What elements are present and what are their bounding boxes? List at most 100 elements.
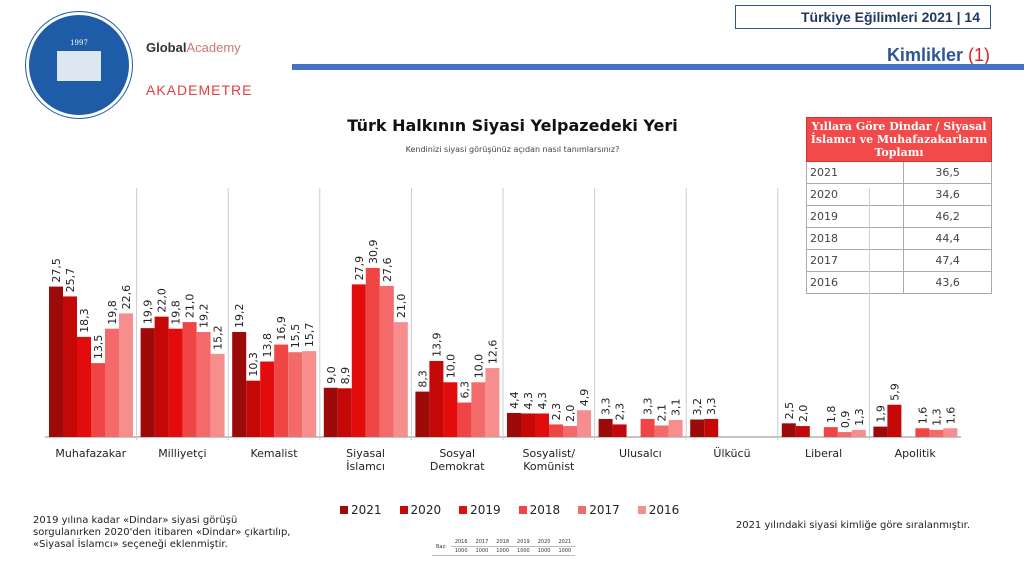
legend-item: 2016 xyxy=(637,503,679,517)
base-year: 2019 xyxy=(513,538,534,547)
bar-2019 xyxy=(443,382,458,437)
akademetre-logo: AKADEMETRE xyxy=(146,82,253,98)
bar-2016 xyxy=(943,428,958,437)
data-label: 15,2 xyxy=(212,325,225,350)
legend-item: 2019 xyxy=(459,503,501,517)
data-label: 18,3 xyxy=(78,308,91,333)
category-label: Muhafazakar xyxy=(55,447,126,460)
category-label: Sosyal xyxy=(439,447,475,460)
summary-year: 2016 xyxy=(805,271,905,294)
footnote-left: 2019 yılına kadar «Dindar» siyasi görüşü… xyxy=(33,515,291,550)
data-label: 8,9 xyxy=(339,367,352,385)
data-label: 30,9 xyxy=(367,239,380,264)
data-label: 10,3 xyxy=(247,352,260,377)
base-label: Baz: xyxy=(432,538,451,556)
bar-2019 xyxy=(351,284,366,437)
data-label: 2,0 xyxy=(564,405,577,423)
bar-2020 xyxy=(337,388,352,437)
base-value: 1000 xyxy=(554,546,576,556)
bar-2017 xyxy=(196,331,211,437)
bar-2021 xyxy=(690,419,705,437)
base-year: 2018 xyxy=(492,538,514,547)
bar-2017 xyxy=(379,286,394,437)
base-value: 1000 xyxy=(513,546,534,556)
bar-2020 xyxy=(429,360,444,437)
legend-item: 2020 xyxy=(399,503,441,517)
data-label: 21,0 xyxy=(184,294,197,319)
section-label: Kimlikler xyxy=(886,45,963,65)
data-label: 1,6 xyxy=(944,407,957,425)
data-label: 19,8 xyxy=(106,300,119,325)
footnote-right: 2021 yılındaki siyasi kimliğe göre sıral… xyxy=(735,520,970,531)
summary-row: 2016 43,6 xyxy=(805,271,992,294)
base-year: 2016 xyxy=(450,538,472,547)
data-label: 8,3 xyxy=(416,370,429,388)
data-label: 1,3 xyxy=(853,408,866,426)
data-label: 22,0 xyxy=(156,288,169,313)
summary-year: 2018 xyxy=(805,227,905,250)
chart-title: Türk Halkının Siyasi Yelpazedeki Yeri xyxy=(347,116,678,135)
legend-label: 2017 xyxy=(589,503,620,517)
bar-2018 xyxy=(823,427,838,437)
data-label: 6,3 xyxy=(458,381,471,399)
bar-2018 xyxy=(549,424,563,437)
bar-2020 xyxy=(887,404,902,437)
summary-row: 2019 46,2 xyxy=(805,205,992,228)
data-label: 13,5 xyxy=(92,335,105,360)
category-label: Liberal xyxy=(805,447,842,460)
bar-2016 xyxy=(577,410,591,437)
category-label: İslamcı xyxy=(346,460,385,473)
data-label: 3,3 xyxy=(705,397,718,415)
category-label: Kemalist xyxy=(250,447,298,460)
legend-swatch xyxy=(459,506,468,514)
category-label: Komünist xyxy=(523,460,575,473)
bar-2017 xyxy=(471,382,486,437)
data-label: 1,8 xyxy=(825,406,838,424)
data-label: 27,6 xyxy=(381,258,394,283)
summary-row: 2021 36,5 xyxy=(805,161,992,184)
data-label: 2,1 xyxy=(656,404,669,422)
bar-2019 xyxy=(168,328,183,437)
data-label: 15,7 xyxy=(303,323,316,348)
bar-2021 xyxy=(140,328,155,437)
data-label: 13,8 xyxy=(261,333,274,358)
legend-swatch xyxy=(399,506,408,514)
summary-value: 34,6 xyxy=(903,183,992,206)
base-year: 2017 xyxy=(471,538,493,547)
data-label: 2,3 xyxy=(614,403,627,421)
data-label: 19,2 xyxy=(233,303,246,328)
data-label: 19,9 xyxy=(142,300,155,325)
legend: 2021 2020 2019 2018 2017 2016 xyxy=(340,503,679,517)
base-value: 1000 xyxy=(471,546,493,556)
data-label: 3,3 xyxy=(600,397,613,415)
chart-subtitle: Kendinizi siyasi görüşünüz açıdan nasıl … xyxy=(405,145,620,154)
bar-2021 xyxy=(781,423,796,437)
legend-label: 2019 xyxy=(470,503,501,517)
data-label: 19,2 xyxy=(198,303,211,328)
data-label: 9,0 xyxy=(325,366,338,384)
summary-table: Yıllara Göre Dindar / Siyasal İslamcı ve… xyxy=(805,117,992,294)
category-label: Apolitik xyxy=(895,447,937,460)
summary-value: 44,4 xyxy=(903,227,992,250)
bar-2021 xyxy=(232,331,247,437)
bar-2021 xyxy=(598,418,613,437)
bar-2017 xyxy=(654,425,669,437)
category-label: Ülkücü xyxy=(713,447,750,460)
bar-2016 xyxy=(668,420,683,437)
data-label: 27,5 xyxy=(50,258,63,283)
category-label: Ulusalcı xyxy=(619,447,662,460)
legend-item: 2017 xyxy=(578,503,620,517)
header-divider xyxy=(292,64,1024,70)
base-value: 1000 xyxy=(450,546,472,556)
report-title: Türkiye Eğilimleri 2021 | 14 xyxy=(735,5,991,29)
bar-2018 xyxy=(91,363,105,437)
data-label: 3,1 xyxy=(670,399,683,417)
data-label: 16,9 xyxy=(275,316,288,341)
legend-item: 2018 xyxy=(518,503,560,517)
bar-2018 xyxy=(457,402,472,437)
data-label: 3,2 xyxy=(691,398,704,416)
bar-2021 xyxy=(49,286,63,437)
data-label: 27,9 xyxy=(353,256,366,281)
bar-2017 xyxy=(837,432,852,437)
data-label: 1,9 xyxy=(874,405,887,423)
